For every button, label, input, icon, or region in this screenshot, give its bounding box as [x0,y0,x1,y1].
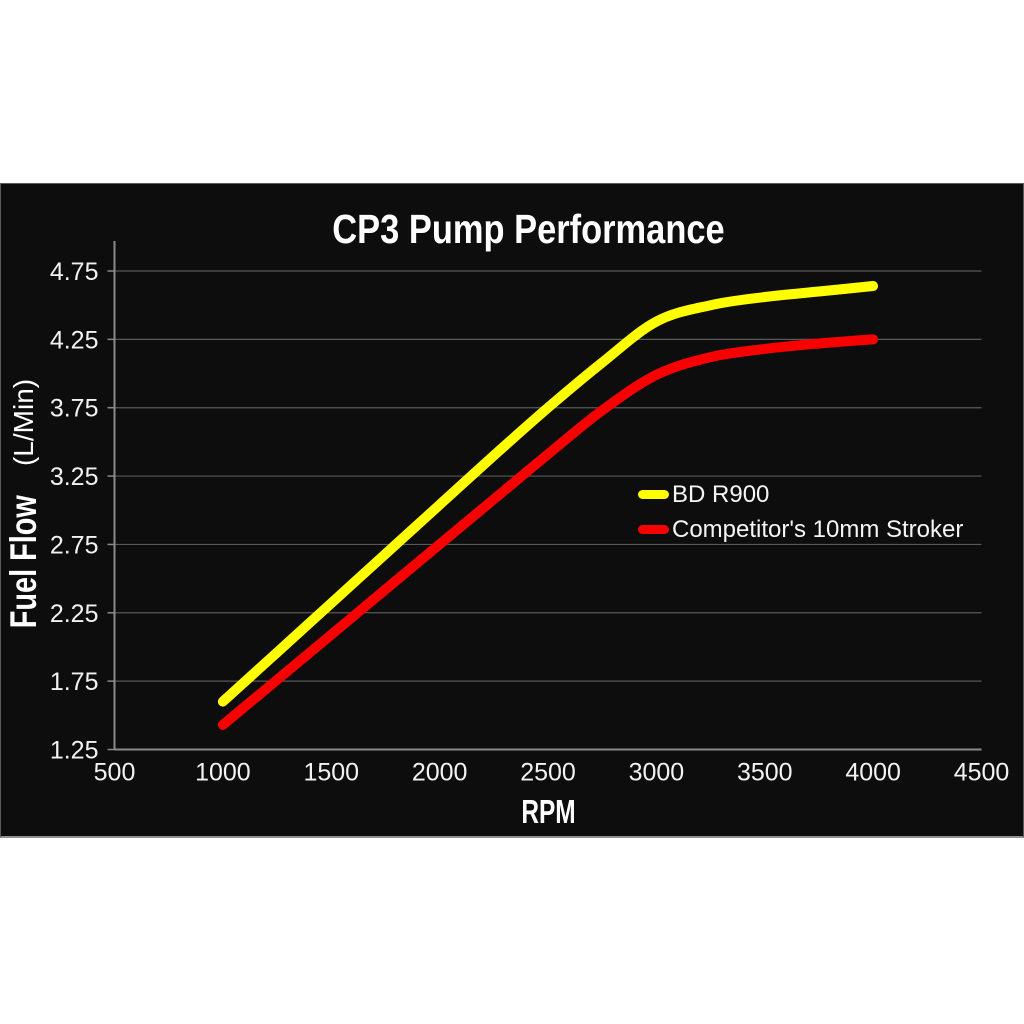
legend-label-bd-r900: BD R900 [672,480,770,508]
y-tick-label: 2.25 [50,600,99,628]
y-tick-label: 1.75 [50,668,99,696]
y-tick-label: 4.75 [50,258,99,286]
series-line-bd-r900 [217,281,879,707]
chart-plot-area: 1.25 1.75 2.25 2.75 3.25 3.75 4.25 4.75 500 1000 1… [50,241,1010,787]
y-axis-title: Fuel Flow (L/Min) [3,273,45,753]
legend-swatch-yellow-icon [638,490,669,499]
x-tick-label: 2500 [520,759,576,787]
x-tick-label: 3000 [629,759,685,787]
x-tick-label: 1500 [303,759,359,787]
series-line-competitor [217,334,879,730]
y-tick-label: 4.25 [50,326,99,354]
chart-title: CP3 Pump Performance [332,206,725,252]
x-axis-title: RPM [521,793,576,830]
y-tick-label: 3.25 [50,463,99,491]
legend-item-competitor: Competitor's 10mm Stroker [638,512,963,547]
legend-item-bd-r900: BD R900 [638,477,963,512]
chart-panel: CP3 Pump Performance 1.25 1.75 2.25 2.75 3.2… [0,183,1024,838]
x-tick-label: 4500 [954,759,1010,787]
legend: BD R900 Competitor's 10mm Stroker [638,477,963,547]
y-axis-title-units: (L/Min) [8,378,39,467]
y-tick-label: 1.25 [50,737,99,765]
y-tick-label: 3.75 [50,395,99,423]
legend-swatch-red-icon [638,525,669,534]
y-axis-title-main: Fuel Flow [3,495,44,629]
y-tick-label: 2.75 [50,531,99,559]
x-tick-label: 3500 [737,759,793,787]
x-tick-label: 1000 [195,759,251,787]
x-tick-label: 4000 [845,759,901,787]
x-tick-label: 2000 [412,759,468,787]
x-tick-label: 500 [94,759,136,787]
legend-label-competitor: Competitor's 10mm Stroker [672,515,964,543]
